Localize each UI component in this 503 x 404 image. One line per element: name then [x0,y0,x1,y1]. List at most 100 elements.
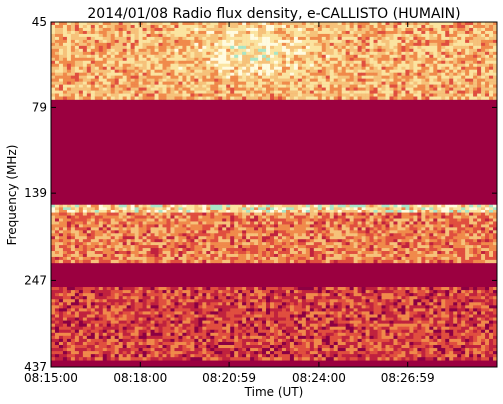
heatmap-cell [118,39,123,44]
heatmap-cell [461,84,466,88]
heatmap-cell [154,224,159,228]
heatmap-cell [162,230,167,234]
heatmap-cell [381,93,386,97]
heatmap-cell [174,256,179,261]
heatmap-cell [489,204,494,208]
heatmap-cell [365,96,370,100]
heatmap-cell [74,75,80,79]
heatmap-cell [78,253,84,258]
heatmap-cell [206,221,211,225]
heatmap-cell [166,204,171,208]
heatmap-cell [345,207,350,211]
heatmap-cell [246,212,251,216]
heatmap-cell [457,248,462,252]
heatmap-cell [54,81,60,85]
heatmap-cell [297,239,303,243]
heatmap-cell [90,227,96,231]
heatmap-cell [441,212,446,216]
heatmap-cell [465,78,470,82]
heatmap-cell [413,236,418,240]
heatmap-cell [425,90,430,94]
heatmap-cell [250,239,255,243]
heatmap-cell [222,248,227,252]
heatmap-cell [242,207,247,211]
heatmap-cell [66,69,72,73]
heatmap-cell [297,253,303,258]
heatmap-cell [409,218,414,222]
heatmap-cell [361,81,366,85]
heatmap-cell [262,42,267,47]
heatmap-cell [134,227,139,231]
heatmap-cell [453,48,458,53]
heatmap-cell [226,93,231,97]
heatmap-cell [274,218,279,222]
heatmap-cell [449,253,454,258]
heatmap-cell [230,207,235,211]
heatmap-cell [453,42,458,47]
heatmap-cell [266,24,271,29]
heatmap-cell [82,253,88,258]
heatmap-cell [262,253,267,258]
heatmap-cell [114,78,119,82]
heatmap-cell [473,230,478,234]
heatmap-cell [258,96,263,100]
heatmap-cell [457,251,462,255]
heatmap-cell [385,45,390,50]
heatmap-cell [142,54,147,59]
heatmap-cell [70,221,76,225]
heatmap-cell [365,251,370,255]
heatmap-cell [142,84,147,88]
heatmap-cell [258,63,263,68]
heatmap-cell [54,30,60,35]
heatmap-cell [397,54,402,59]
heatmap-cell [397,72,402,76]
heatmap-cell [170,221,175,225]
heatmap-cell [393,96,398,100]
heatmap-cell [154,45,159,50]
heatmap-cell [485,251,490,255]
heatmap-cell [158,230,163,234]
heatmap-cell [122,87,127,91]
heatmap-cell [110,251,116,255]
heatmap-cell [489,218,494,222]
heatmap-cell [250,96,255,100]
heatmap-cell [258,36,263,41]
heatmap-cell [86,84,92,88]
heatmap-cell [309,242,315,246]
heatmap-cell [234,93,239,97]
heatmap-cell [94,33,100,38]
heatmap-cell [254,60,259,65]
heatmap-cell [122,239,127,243]
heatmap-cell [186,212,191,216]
heatmap-cell [389,251,394,255]
heatmap-cell [150,22,155,26]
heatmap-cell [381,90,386,94]
heatmap-cell [182,42,187,47]
heatmap-cell [341,90,346,94]
heatmap-cell [401,239,406,243]
heatmap-cell [186,227,191,231]
heatmap-cell [250,24,255,29]
heatmap-cell [277,84,283,88]
heatmap-cell [433,87,438,91]
heatmap-cell [190,51,195,56]
heatmap-cell [234,30,239,35]
heatmap-cell [110,45,116,50]
heatmap-cell [138,72,143,76]
heatmap-cell [361,96,366,100]
heatmap-cell [162,221,167,225]
heatmap-cell [277,251,283,255]
chart-title: 2014/01/08 Radio flux density, e-CALLIST… [87,6,460,22]
heatmap-cell [54,242,60,246]
heatmap-cell [166,230,171,234]
heatmap-cell [174,218,179,222]
heatmap-cell [317,93,323,97]
heatmap-cell [94,253,100,258]
heatmap-cell [285,51,291,56]
heatmap-cell [385,36,390,41]
heatmap-cell [369,224,374,228]
heatmap-cell [78,39,84,44]
heatmap-cell [461,87,466,91]
heatmap-cell [433,22,438,26]
heatmap-cell [54,248,60,252]
